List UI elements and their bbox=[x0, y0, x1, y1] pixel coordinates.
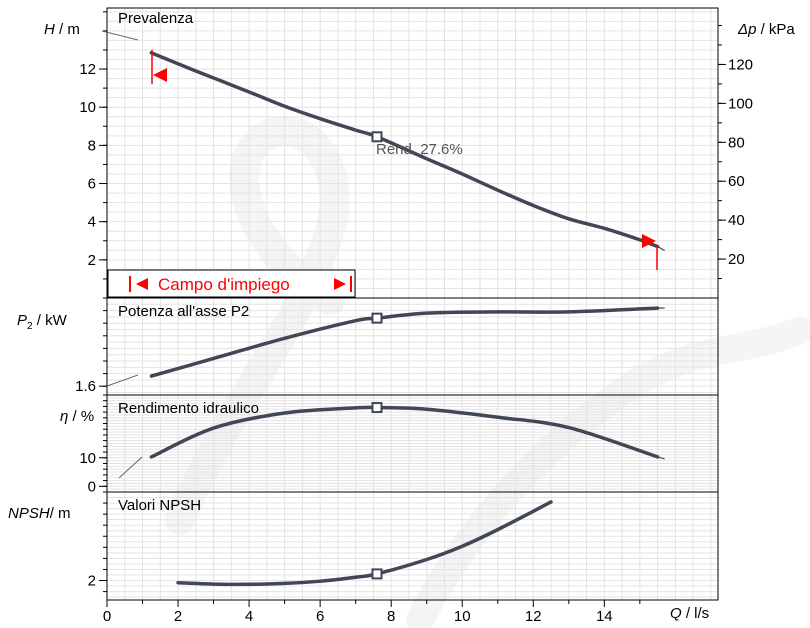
y2-tick-label: 80 bbox=[728, 134, 745, 151]
leader-line bbox=[101, 30, 139, 41]
y2-tick-label: 100 bbox=[728, 95, 753, 112]
x-tick-label: 8 bbox=[387, 608, 395, 625]
series-tail bbox=[657, 245, 665, 252]
series-tail bbox=[657, 456, 665, 460]
range-start-arrow-icon bbox=[153, 68, 167, 82]
range-right-arrow-icon bbox=[334, 278, 346, 290]
x-tick-label: 12 bbox=[525, 608, 542, 625]
x-tick-label: 14 bbox=[596, 608, 613, 625]
y2-tick-label: 60 bbox=[728, 173, 745, 190]
curves bbox=[149, 51, 665, 587]
panel-title-rendimento: Rendimento idraulico bbox=[118, 400, 259, 417]
x-tick-label: 6 bbox=[316, 608, 324, 625]
series-line-0 bbox=[149, 51, 660, 249]
operating-point-marker bbox=[371, 131, 383, 143]
y-tick-label: 1.6 bbox=[75, 378, 96, 395]
operating-point-marker bbox=[371, 568, 383, 580]
axis-ticks: 0 2 4 6 8 10 12 14 2 4 6 8 10 12 1.6 0 10 2 20 40 60 80 100 120 bbox=[75, 11, 753, 625]
ylabel-npsh: NPSH/ m bbox=[8, 505, 71, 522]
range-start-marker bbox=[151, 50, 167, 84]
range-end-arrow-icon bbox=[642, 234, 656, 248]
panel-title-npsh: Valori NPSH bbox=[118, 497, 201, 514]
x-tick-label: 2 bbox=[174, 608, 182, 625]
x-tick-label: 4 bbox=[245, 608, 253, 625]
y2-tick-label: 20 bbox=[728, 251, 745, 268]
operating-range-box: Campo d'impiego bbox=[107, 269, 356, 298]
y-tick-label: 4 bbox=[88, 214, 96, 231]
y-tick-label: 10 bbox=[79, 99, 96, 116]
y-tick-label: 0 bbox=[88, 478, 96, 495]
ylabel-pressure: Δp / kPa bbox=[737, 21, 795, 38]
y-tick-label: 6 bbox=[88, 176, 96, 193]
operating-point-marker bbox=[371, 312, 383, 324]
ylabel-head: H / m bbox=[44, 21, 80, 38]
watermark-logo bbox=[165, 116, 810, 628]
plot-border bbox=[106, 7, 719, 601]
y-tick-label: 2 bbox=[88, 573, 96, 590]
operating-point-marker bbox=[371, 402, 383, 414]
y-tick-label: 2 bbox=[88, 252, 96, 269]
range-left-arrow-icon bbox=[136, 278, 148, 290]
ylabel-power: P2 / kW bbox=[17, 312, 68, 332]
efficiency-annotation: Rend. 27.6% bbox=[376, 141, 463, 158]
panel-title-potenza: Potenza all'asse P2 bbox=[118, 303, 249, 320]
y-tick-label: 8 bbox=[88, 137, 96, 154]
leader-line bbox=[118, 456, 143, 479]
range-label: Campo d'impiego bbox=[158, 275, 290, 294]
grid bbox=[107, 8, 718, 600]
y2-tick-label: 40 bbox=[728, 212, 745, 229]
leader-line bbox=[106, 374, 139, 387]
x-tick-label: 0 bbox=[103, 608, 111, 625]
panel-title-prevalenza: Prevalenza bbox=[118, 10, 194, 27]
y2-tick-label: 120 bbox=[728, 56, 753, 73]
y-tick-label: 12 bbox=[79, 61, 96, 78]
xlabel: Q / l/s bbox=[670, 605, 709, 622]
x-tick-label: 10 bbox=[454, 608, 471, 625]
range-end-marker bbox=[642, 234, 658, 270]
series-line-3 bbox=[176, 500, 553, 587]
y-tick-label: 10 bbox=[79, 450, 96, 467]
ylabel-efficiency: η / % bbox=[60, 408, 94, 425]
plot-frame bbox=[106, 7, 719, 601]
